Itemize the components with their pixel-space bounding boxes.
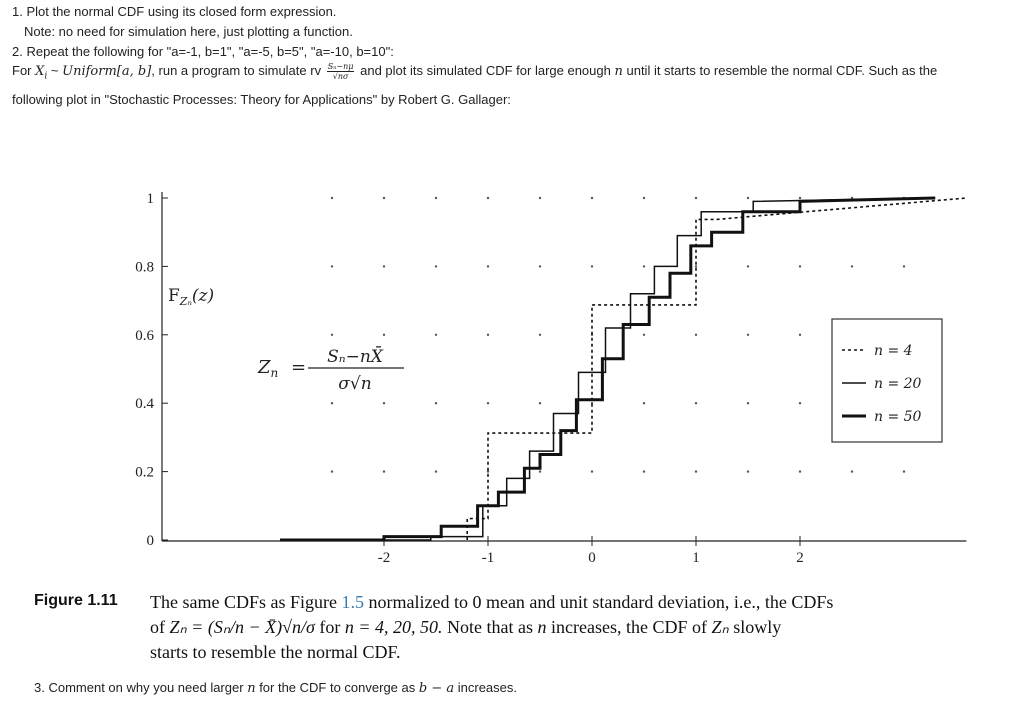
cdf-figure: 0 0.2 0.4 0.6 0.8 1 -2 -1 0 1 2 FZₙ(z) Zn = Sₙ−nX̄…	[135, 191, 967, 566]
legend-label-n50: n = 50	[874, 409, 922, 425]
caption-text: The same CDFs as Figure 1.5 normalized t…	[150, 592, 834, 662]
grid-dot	[746, 265, 750, 268]
x-tick-label: 2	[796, 550, 804, 566]
grid-dot	[798, 470, 802, 473]
grid-dot	[538, 333, 542, 336]
grid-dot	[642, 333, 646, 336]
question-2-formula-line: For Xi ~ Uniform[a, b], run a program to…	[12, 62, 937, 82]
grid-dots	[330, 196, 906, 473]
grid-dot	[486, 265, 490, 268]
grid-dot	[902, 470, 906, 473]
grid-dot	[486, 470, 490, 473]
y-tick-label: 1	[147, 191, 155, 207]
question-2-mid: , run a program to simulate rv	[151, 62, 322, 78]
formula-denominator: σ√n	[338, 374, 371, 394]
grid-dot	[590, 196, 594, 200]
question-1-line: 1. Plot the normal CDF using its closed …	[12, 4, 337, 19]
question-2-line-3: following plot in "Stochastic Processes:…	[12, 92, 511, 107]
y-tick-label: 0	[147, 533, 155, 549]
question-2-frac-den: √nσ	[332, 72, 349, 81]
question-1-note: Note: no need for simulation here, just …	[24, 24, 353, 39]
grid-dot	[694, 265, 698, 268]
formula-lhs: Zn	[257, 357, 278, 380]
grid-dot	[434, 470, 438, 473]
grid-dot	[798, 402, 802, 405]
legend-label-n4: n = 4	[874, 343, 913, 359]
formula-equals: =	[291, 357, 306, 378]
grid-dot	[434, 402, 438, 405]
grid-dot	[694, 333, 698, 336]
grid-dot	[850, 265, 854, 268]
grid-dot	[694, 402, 698, 405]
question-2-sim: ~	[50, 62, 59, 78]
grid-dot	[590, 470, 594, 473]
question-2-line: 2. Repeat the following for "a=-1, b=1",…	[12, 44, 394, 59]
grid-dot	[382, 333, 386, 336]
formula-numerator: Sₙ−nX̄	[327, 345, 384, 367]
grid-dot	[434, 333, 438, 336]
grid-dot	[538, 470, 542, 473]
question-2-n: n	[614, 63, 623, 79]
question-2-frac-num: Sₙ−nμ	[326, 62, 355, 72]
grid-dot	[434, 196, 438, 200]
grid-dot	[746, 402, 750, 405]
grid-dot	[434, 265, 438, 268]
formula-annotation: Zn = Sₙ−nX̄ σ√n	[257, 345, 404, 394]
y-axis-label: FZₙ(z)	[168, 286, 214, 308]
grid-dot	[382, 196, 386, 200]
grid-dot	[382, 265, 386, 268]
grid-dot	[642, 402, 646, 405]
y-tick-label: 0.8	[135, 259, 154, 275]
grid-dot	[642, 196, 646, 200]
grid-dot	[694, 196, 698, 200]
grid-dot	[330, 470, 334, 473]
grid-dot	[694, 470, 698, 473]
grid-dot	[538, 196, 542, 200]
question-2-xi: X	[35, 63, 45, 79]
x-tick-label: 1	[692, 550, 700, 566]
grid-dot	[642, 265, 646, 268]
grid-dot	[746, 333, 750, 336]
grid-dot	[798, 333, 802, 336]
grid-dot	[330, 265, 334, 268]
grid-dot	[746, 196, 750, 200]
caption-label: Figure 1.11	[34, 592, 118, 609]
x-tick-label: -1	[482, 550, 495, 566]
grid-dot	[486, 333, 490, 336]
grid-dot	[330, 333, 334, 336]
x-tick-label: -2	[378, 550, 391, 566]
series-line-thick	[280, 196, 936, 542]
figure-reference-link[interactable]: 1.5	[341, 592, 364, 612]
grid-dot	[746, 470, 750, 473]
question-3-line: 3. Comment on why you need larger n for …	[34, 680, 517, 696]
legend: n = 4 n = 20 n = 50	[831, 318, 943, 443]
grid-dot	[590, 265, 594, 268]
legend-box	[831, 318, 943, 443]
grid-dot	[382, 402, 386, 405]
grid-dot	[330, 196, 334, 200]
question-2-tail-a: and plot its simulated CDF for large eno…	[360, 62, 611, 78]
grid-dot	[486, 402, 490, 405]
question-2-fraction: Sₙ−nμ √nσ	[326, 62, 355, 81]
grid-dot	[486, 196, 490, 200]
series-layer	[280, 196, 967, 542]
question-2-uniform: Uniform[a, b]	[62, 63, 152, 79]
legend-label-n20: n = 20	[874, 376, 922, 392]
y-tick-label: 0.4	[135, 396, 154, 412]
question-2-xi-sub: i	[44, 71, 48, 82]
grid-dot	[538, 265, 542, 268]
question-2-tail-b: until it starts to resemble the normal C…	[626, 62, 938, 78]
x-tick-label: 0	[588, 550, 596, 566]
grid-dot	[850, 470, 854, 473]
grid-dot	[382, 470, 386, 473]
grid-dot	[538, 402, 542, 405]
y-tick-label: 0.6	[135, 328, 154, 344]
grid-dot	[798, 196, 802, 200]
grid-dot	[798, 265, 802, 268]
grid-dot	[642, 470, 646, 473]
y-tick-label: 0.2	[135, 465, 154, 481]
grid-dot	[902, 265, 906, 268]
grid-dot	[330, 402, 334, 405]
question-2-for: For	[12, 62, 32, 78]
